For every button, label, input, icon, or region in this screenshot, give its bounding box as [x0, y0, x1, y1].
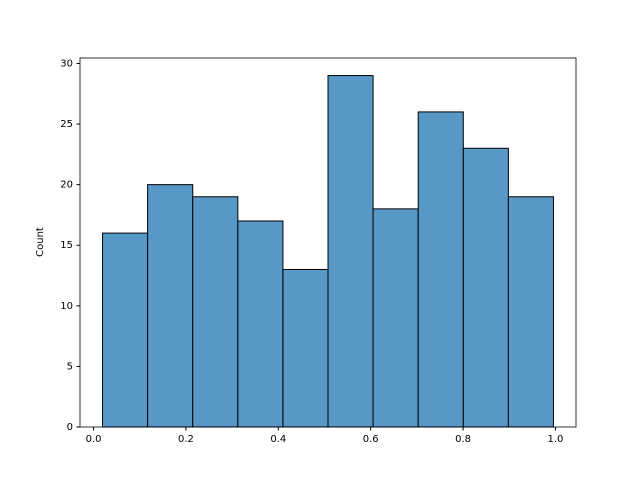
x-tick-label: 0.8 [455, 434, 471, 445]
bar [147, 184, 194, 428]
bar [192, 196, 239, 428]
y-tick-label: 15 [60, 240, 73, 251]
bar [417, 111, 464, 428]
y-axis-label: Count [35, 227, 46, 257]
y-tick-label: 5 [67, 361, 73, 372]
bar [462, 147, 509, 428]
y-tick-label: 10 [60, 301, 73, 312]
plot-frame [79, 57, 577, 428]
y-tick-label: 0 [67, 422, 73, 433]
bar [237, 220, 284, 428]
x-tick-label: 0.2 [178, 434, 194, 445]
x-tick-label: 0.4 [270, 434, 286, 445]
bar [327, 75, 374, 428]
bar [102, 232, 149, 428]
bar [507, 196, 554, 428]
x-tick-label: 0.0 [86, 434, 102, 445]
x-tick-label: 1.0 [547, 434, 563, 445]
y-tick-label: 25 [60, 119, 73, 130]
bar [372, 208, 419, 428]
bar [282, 268, 329, 428]
y-tick-label: 30 [60, 58, 73, 69]
y-tick-label: 20 [60, 180, 73, 191]
x-tick-label: 0.6 [363, 434, 379, 445]
